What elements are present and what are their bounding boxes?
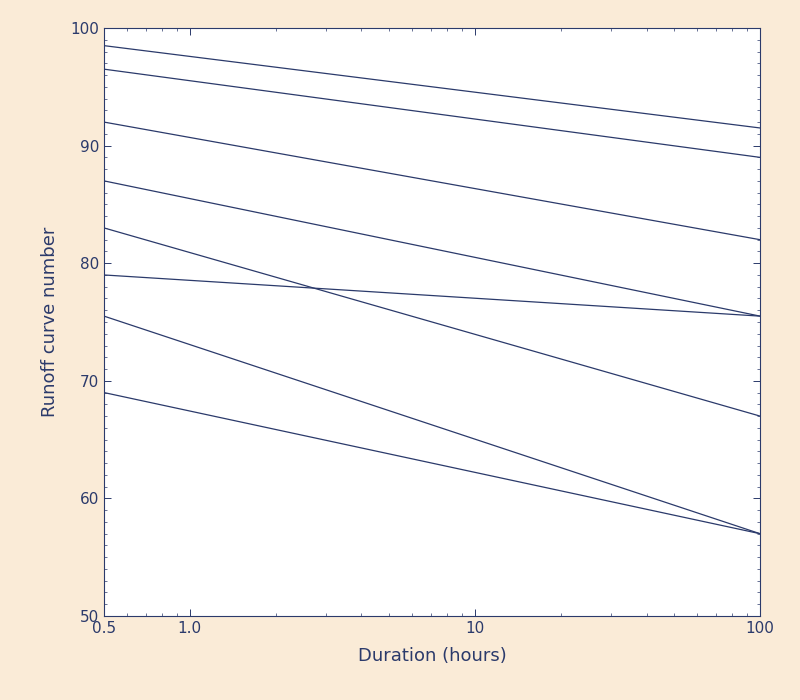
Y-axis label: Runoff curve number: Runoff curve number: [41, 227, 59, 417]
X-axis label: Duration (hours): Duration (hours): [358, 647, 506, 665]
